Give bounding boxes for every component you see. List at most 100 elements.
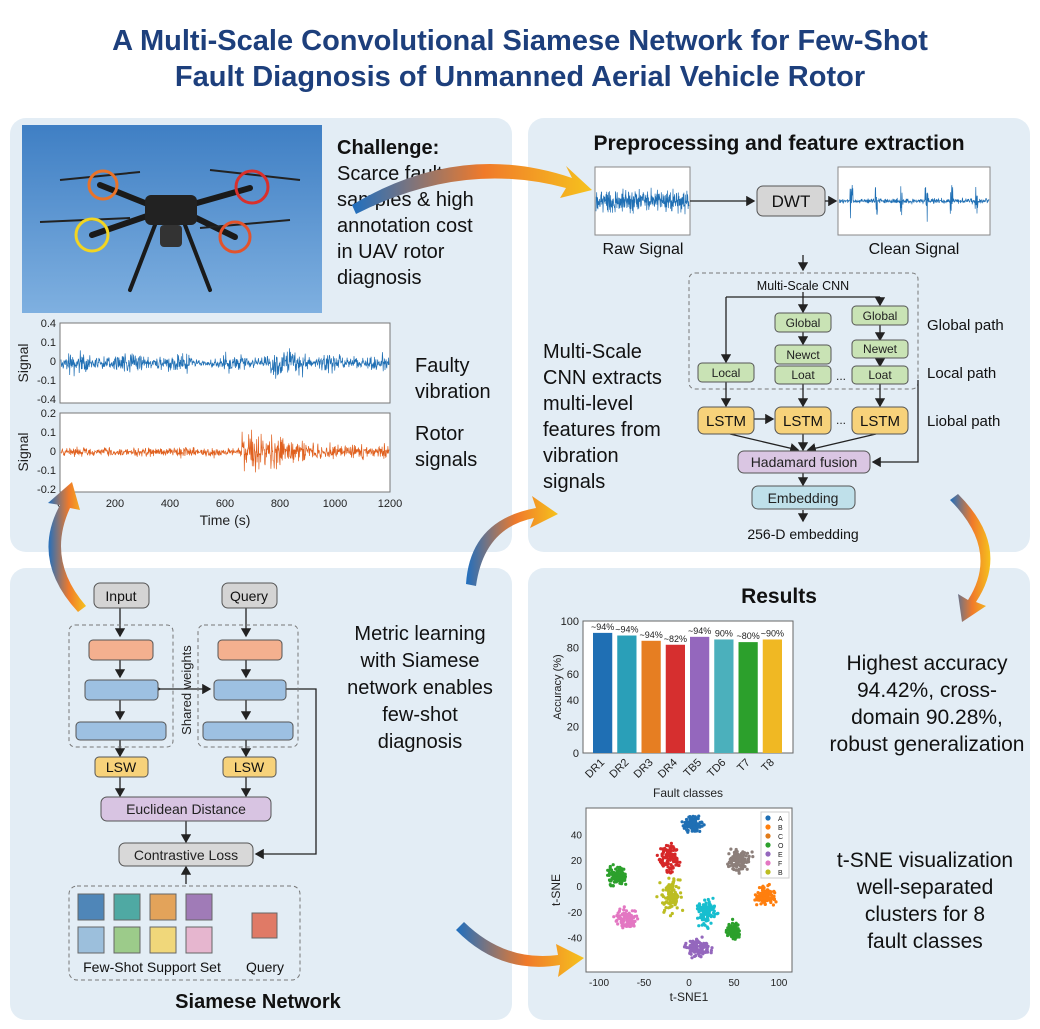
cnn-local-block: Local bbox=[697, 362, 755, 383]
results-heading: Results bbox=[741, 585, 817, 608]
bar bbox=[738, 642, 758, 753]
curved-arrow-icon bbox=[352, 163, 592, 214]
scatter-point bbox=[667, 858, 671, 862]
scatter-point bbox=[683, 822, 687, 826]
scatter-point bbox=[745, 851, 750, 855]
scatter-point bbox=[768, 889, 772, 894]
tsne-scatter-plot: -100 -50 0 50 10040200-20-40t-SNE1t-SNEABCOE… bbox=[549, 807, 793, 1004]
scatter-point bbox=[631, 916, 636, 920]
scatter-point bbox=[616, 922, 620, 926]
scatter-point bbox=[620, 912, 624, 917]
conv-layer-right bbox=[217, 639, 283, 661]
scatter-point bbox=[695, 827, 699, 831]
svg-text:LSTM: LSTM bbox=[860, 413, 900, 430]
scatter-point bbox=[750, 850, 754, 854]
y-tick-label: 0 bbox=[573, 748, 579, 760]
scatter-point bbox=[664, 906, 668, 910]
legend-marker bbox=[765, 815, 771, 821]
scatter-point bbox=[665, 852, 669, 856]
scatter-point bbox=[674, 884, 678, 889]
y-tick-label: 0.2 bbox=[41, 408, 56, 420]
scatter-point bbox=[668, 897, 673, 902]
scatter-point bbox=[674, 901, 678, 905]
scatter-point bbox=[679, 895, 683, 899]
raw-signal-line bbox=[595, 187, 690, 215]
support-sample bbox=[77, 926, 105, 954]
scatter-point bbox=[729, 933, 733, 937]
scatter-point bbox=[631, 922, 636, 926]
output-layer-right bbox=[202, 721, 294, 741]
scatter-point bbox=[745, 867, 749, 871]
embedding-block: Embedding bbox=[751, 485, 856, 510]
scatter-point bbox=[727, 852, 731, 856]
scatter-point bbox=[671, 901, 675, 905]
scatter-point bbox=[615, 870, 619, 874]
scatter-point bbox=[696, 951, 700, 956]
scatter-point bbox=[753, 898, 757, 902]
scatter-point bbox=[726, 926, 730, 930]
y-tick-label: 0 bbox=[50, 446, 56, 458]
scatter-point bbox=[769, 896, 773, 900]
scatter-point bbox=[735, 858, 739, 863]
scatter-point bbox=[685, 945, 689, 950]
scatter-point bbox=[697, 814, 701, 818]
y-axis-label: t-SNE bbox=[549, 874, 563, 906]
scatter-point bbox=[670, 911, 674, 916]
faulty-vibration-label-2: vibration bbox=[415, 381, 491, 403]
text-line: Highest accuracy bbox=[846, 652, 1008, 675]
scatter-point bbox=[696, 916, 700, 920]
scatter-point bbox=[689, 826, 693, 830]
scatter-point bbox=[619, 882, 624, 886]
scatter-point bbox=[681, 908, 685, 913]
scatter-point bbox=[709, 921, 713, 925]
x-tick-label: -50 bbox=[637, 978, 652, 989]
x-tick-label: 100 bbox=[771, 978, 788, 989]
support-set-label: Few-Shot Support Set bbox=[83, 959, 221, 975]
scatter-point bbox=[674, 898, 678, 902]
text-line: Multi-Scale bbox=[543, 341, 642, 363]
scatter-point bbox=[612, 871, 616, 875]
y-tick-label: -40 bbox=[568, 934, 583, 945]
bar bbox=[714, 639, 734, 753]
svg-text:Local: Local bbox=[712, 366, 741, 380]
text-line: t-SNE visualization bbox=[837, 849, 1013, 872]
scatter-point bbox=[700, 950, 704, 954]
scatter-point bbox=[661, 888, 665, 892]
curved-arrow-icon bbox=[48, 482, 86, 612]
scatter-point bbox=[742, 861, 746, 865]
lstm-block: LSTM bbox=[697, 406, 755, 435]
scatter-point bbox=[687, 825, 691, 829]
text-line: annotation cost bbox=[337, 215, 473, 237]
scatter-point bbox=[762, 899, 766, 904]
scatter-point bbox=[772, 889, 776, 894]
scatter-point bbox=[678, 860, 682, 864]
cnn-newet-block: Newet bbox=[851, 339, 909, 359]
scatter-point bbox=[711, 896, 715, 900]
support-sample bbox=[77, 893, 105, 921]
fault-marker-icon bbox=[87, 169, 119, 201]
input-node: Input bbox=[93, 582, 150, 609]
legend-label: F bbox=[778, 861, 782, 868]
cnn-newct-block: Newct bbox=[774, 344, 832, 365]
cnn-loat-block: Loat bbox=[774, 365, 832, 385]
bar bbox=[690, 636, 710, 753]
query-sample bbox=[251, 912, 278, 939]
scatter-point bbox=[744, 860, 749, 865]
y-tick-label: -20 bbox=[568, 908, 583, 919]
scatter-point bbox=[704, 902, 708, 906]
legend-marker bbox=[765, 842, 771, 848]
scatter-point bbox=[666, 884, 670, 889]
scatter-point bbox=[661, 895, 666, 899]
scatter-point bbox=[694, 816, 698, 820]
svg-text:Loat: Loat bbox=[868, 368, 892, 382]
scatter-point bbox=[766, 884, 770, 888]
scatter-point bbox=[709, 948, 714, 953]
scatter-point bbox=[670, 882, 675, 886]
output-layer-left bbox=[75, 721, 167, 741]
hidden-layer-left bbox=[84, 679, 159, 701]
clean-signal-label: Clean Signal bbox=[869, 241, 960, 258]
scatter-point bbox=[675, 861, 679, 865]
scatter-point bbox=[658, 881, 662, 885]
scatter-point bbox=[622, 867, 626, 871]
